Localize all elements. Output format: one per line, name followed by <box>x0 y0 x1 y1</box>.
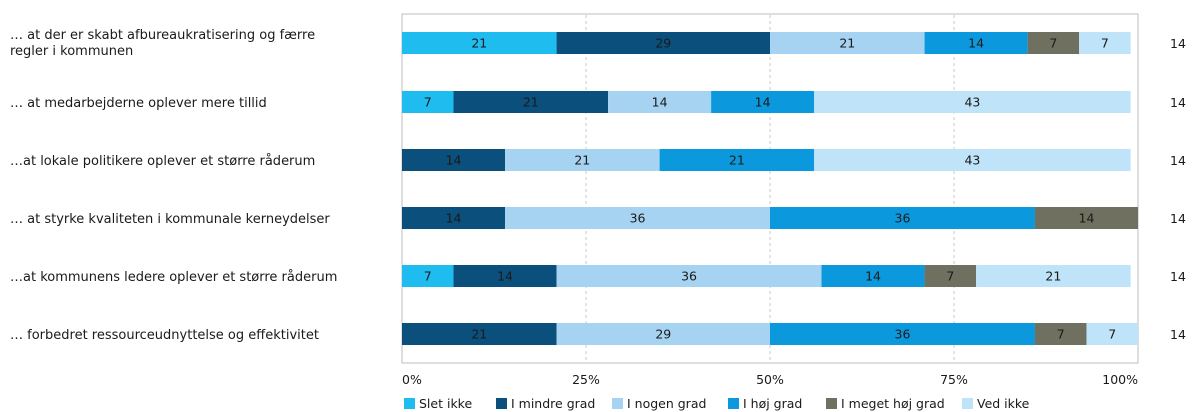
bar-value-label: 7 <box>946 269 954 284</box>
bar-segment <box>976 265 1131 287</box>
category-labels: … at der er skabt afbureaukratisering og… <box>10 28 337 343</box>
bar-value-label: 43 <box>964 153 980 168</box>
category-label: … at styrke kvaliteten i kommunale kerne… <box>10 212 330 227</box>
bar-value-label: 14 <box>446 153 462 168</box>
n-label: 14 <box>1170 153 1186 168</box>
bar-value-label: 7 <box>1049 36 1057 51</box>
bar-value-label: 14 <box>446 211 462 226</box>
bar-value-label: 43 <box>964 95 980 110</box>
bar-segment <box>924 32 1028 54</box>
legend-swatch <box>728 398 739 409</box>
category-label: …at lokale politikere oplever et større … <box>10 154 315 169</box>
bar-segment <box>1086 323 1138 345</box>
bar-value-label: 21 <box>523 95 539 110</box>
x-axis-ticks: 0% 25% 50% 75% 100% <box>402 372 1138 387</box>
bar-segment <box>402 91 454 113</box>
x-tick-label: 0% <box>402 372 422 387</box>
bar-segment <box>1027 32 1080 54</box>
bar-segment <box>402 149 506 171</box>
legend-label: I meget høj grad <box>841 396 945 411</box>
category-label: … at medarbejderne oplever mere tillid <box>10 96 267 111</box>
x-tick-label: 50% <box>756 372 784 387</box>
bar-value-label: 14 <box>1079 211 1095 226</box>
bar-segment <box>453 265 557 287</box>
bar-value-label: 14 <box>652 95 668 110</box>
bars-group: 21 29 21 14 7 7 7 21 14 14 43 14 21 21 43 14 36 36 14 7 14 36… <box>402 32 1138 345</box>
category-label: … forbedret ressourceudnyttelse og effek… <box>10 328 319 343</box>
bar-value-label: 21 <box>1045 269 1061 284</box>
bar-value-label: 21 <box>729 153 745 168</box>
bar-segment <box>453 91 609 113</box>
legend-label: I høj grad <box>743 396 802 411</box>
x-tick-label: 75% <box>940 372 968 387</box>
bar-segment <box>556 323 770 345</box>
bar-value-label: 21 <box>471 327 487 342</box>
bar-segment <box>711 91 815 113</box>
bar-value-label: 14 <box>497 269 513 284</box>
legend-label: Slet ikke <box>419 396 472 411</box>
bar-value-label: 29 <box>655 327 671 342</box>
bar-segment <box>821 265 925 287</box>
bar-segment <box>556 32 770 54</box>
bar-value-label: 14 <box>968 36 984 51</box>
legend-label: Ved ikke <box>977 396 1030 411</box>
category-label: …at kommunens ledere oplever et større r… <box>10 270 337 285</box>
bar-segment <box>505 207 770 229</box>
gridlines <box>585 15 955 362</box>
bar-value-label: 36 <box>895 211 911 226</box>
bar-value-label: 36 <box>681 269 697 284</box>
bar-segment <box>402 265 454 287</box>
bar-segment <box>770 32 925 54</box>
bar-value-label: 29 <box>655 36 671 51</box>
bar-value-label: 14 <box>755 95 771 110</box>
bar-value-label: 14 <box>865 269 881 284</box>
bar-value-label: 36 <box>895 327 911 342</box>
legend-swatch <box>612 398 623 409</box>
bar-segment <box>770 207 1035 229</box>
bar-segment <box>1079 32 1131 54</box>
legend-swatch <box>962 398 973 409</box>
bar-segment <box>814 149 1131 171</box>
bar-value-label: 7 <box>1101 36 1109 51</box>
category-label: … at der er skabt afbureaukratisering og… <box>10 28 315 59</box>
bar-segment <box>402 207 506 229</box>
legend-label: I mindre grad <box>511 396 595 411</box>
bar-segment <box>556 265 822 287</box>
bar-value-label: 21 <box>574 153 590 168</box>
n-label: 14 <box>1170 327 1186 342</box>
legend-swatch <box>404 398 415 409</box>
n-labels: 14 14 14 14 14 14 <box>1170 36 1186 342</box>
x-tick-label: 100% <box>1102 372 1138 387</box>
bar-segment <box>1034 323 1087 345</box>
legend-swatch <box>496 398 507 409</box>
bar-value-label: 7 <box>1057 327 1065 342</box>
n-label: 14 <box>1170 36 1186 51</box>
n-label: 14 <box>1170 211 1186 226</box>
n-label: 14 <box>1170 95 1186 110</box>
bar-segment <box>608 91 712 113</box>
bar-value-label: 7 <box>424 95 432 110</box>
legend-label: I nogen grad <box>627 396 706 411</box>
bar-value-label: 21 <box>839 36 855 51</box>
bar-value-label: 7 <box>424 269 432 284</box>
bar-segment <box>505 149 660 171</box>
bar-value-label: 36 <box>630 211 646 226</box>
bar-value-label: 21 <box>471 36 487 51</box>
bar-value-label: 7 <box>1108 327 1116 342</box>
x-tick-label: 25% <box>572 372 600 387</box>
n-label: 14 <box>1170 269 1186 284</box>
bar-segment <box>814 91 1131 113</box>
bar-segment <box>1034 207 1138 229</box>
bar-segment <box>402 32 557 54</box>
bar-segment <box>770 323 1035 345</box>
bar-segment <box>659 149 815 171</box>
legend: Slet ikke I mindre grad I nogen grad I høj … <box>404 396 1030 411</box>
bar-segment <box>924 265 977 287</box>
bar-segment <box>402 323 557 345</box>
legend-swatch <box>826 398 837 409</box>
